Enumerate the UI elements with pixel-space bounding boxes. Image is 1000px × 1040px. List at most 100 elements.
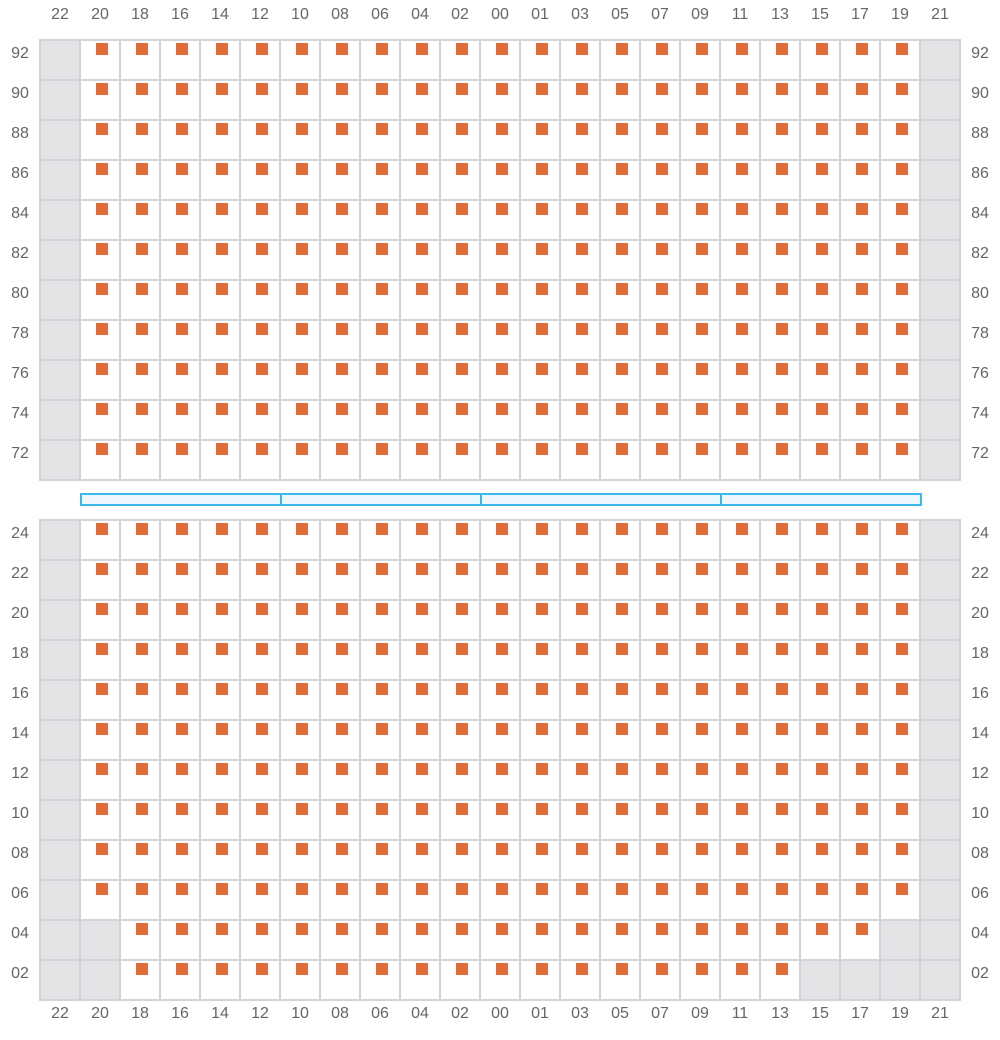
seat-marker[interactable] bbox=[136, 603, 148, 615]
seat-marker[interactable] bbox=[376, 723, 388, 735]
seat-marker[interactable] bbox=[736, 323, 748, 335]
seat-cell[interactable] bbox=[680, 960, 720, 1000]
seat-cell[interactable] bbox=[520, 560, 560, 600]
seat-marker[interactable] bbox=[176, 403, 188, 415]
seat-cell[interactable] bbox=[520, 640, 560, 680]
seat-cell[interactable] bbox=[560, 800, 600, 840]
seat-cell[interactable] bbox=[640, 40, 680, 80]
seat-cell[interactable] bbox=[840, 880, 880, 920]
seat-marker[interactable] bbox=[496, 403, 508, 415]
seat-cell[interactable] bbox=[160, 320, 200, 360]
seat-cell[interactable] bbox=[560, 560, 600, 600]
seat-cell[interactable] bbox=[680, 80, 720, 120]
seat-cell[interactable] bbox=[200, 360, 240, 400]
seat-marker[interactable] bbox=[496, 43, 508, 55]
seat-cell[interactable] bbox=[120, 280, 160, 320]
seat-cell[interactable] bbox=[160, 720, 200, 760]
seat-marker[interactable] bbox=[656, 603, 668, 615]
seat-cell[interactable] bbox=[760, 600, 800, 640]
seat-marker[interactable] bbox=[296, 83, 308, 95]
seat-cell[interactable] bbox=[320, 440, 360, 480]
seat-marker[interactable] bbox=[336, 883, 348, 895]
seat-marker[interactable] bbox=[576, 803, 588, 815]
seat-cell[interactable] bbox=[720, 840, 760, 880]
seat-cell[interactable] bbox=[440, 600, 480, 640]
seat-cell[interactable] bbox=[640, 280, 680, 320]
seat-marker[interactable] bbox=[776, 163, 788, 175]
seat-cell[interactable] bbox=[600, 640, 640, 680]
seat-marker[interactable] bbox=[736, 603, 748, 615]
seat-marker[interactable] bbox=[696, 763, 708, 775]
seat-cell[interactable] bbox=[680, 640, 720, 680]
seat-cell[interactable] bbox=[440, 280, 480, 320]
seat-cell[interactable] bbox=[320, 120, 360, 160]
seat-cell[interactable] bbox=[360, 680, 400, 720]
seat-marker[interactable] bbox=[896, 283, 908, 295]
seat-cell[interactable] bbox=[560, 760, 600, 800]
seat-marker[interactable] bbox=[656, 883, 668, 895]
seat-marker[interactable] bbox=[816, 243, 828, 255]
seat-cell[interactable] bbox=[280, 40, 320, 80]
seat-cell[interactable] bbox=[800, 680, 840, 720]
seat-marker[interactable] bbox=[216, 603, 228, 615]
seat-cell[interactable] bbox=[320, 760, 360, 800]
seat-marker[interactable] bbox=[456, 363, 468, 375]
seat-marker[interactable] bbox=[856, 923, 868, 935]
seat-marker[interactable] bbox=[216, 803, 228, 815]
seat-marker[interactable] bbox=[856, 443, 868, 455]
seat-marker[interactable] bbox=[576, 163, 588, 175]
seat-cell[interactable] bbox=[800, 840, 840, 880]
seat-marker[interactable] bbox=[176, 323, 188, 335]
seat-cell[interactable] bbox=[160, 120, 200, 160]
seat-cell[interactable] bbox=[600, 520, 640, 560]
seat-marker[interactable] bbox=[136, 803, 148, 815]
seat-marker[interactable] bbox=[536, 603, 548, 615]
seat-marker[interactable] bbox=[736, 563, 748, 575]
seat-marker[interactable] bbox=[496, 923, 508, 935]
seat-marker[interactable] bbox=[736, 203, 748, 215]
seat-marker[interactable] bbox=[576, 723, 588, 735]
seat-marker[interactable] bbox=[256, 563, 268, 575]
seat-marker[interactable] bbox=[336, 763, 348, 775]
seat-marker[interactable] bbox=[616, 723, 628, 735]
seat-cell[interactable] bbox=[600, 680, 640, 720]
seat-cell[interactable] bbox=[720, 520, 760, 560]
seat-cell[interactable] bbox=[760, 360, 800, 400]
seat-marker[interactable] bbox=[416, 243, 428, 255]
seat-cell[interactable] bbox=[200, 800, 240, 840]
seat-marker[interactable] bbox=[496, 563, 508, 575]
seat-cell[interactable] bbox=[840, 920, 880, 960]
seat-marker[interactable] bbox=[736, 83, 748, 95]
seat-cell[interactable] bbox=[520, 240, 560, 280]
seat-marker[interactable] bbox=[256, 963, 268, 975]
seat-cell[interactable] bbox=[400, 960, 440, 1000]
seat-marker[interactable] bbox=[776, 763, 788, 775]
seat-cell[interactable] bbox=[840, 560, 880, 600]
seat-cell[interactable] bbox=[800, 280, 840, 320]
seat-cell[interactable] bbox=[680, 600, 720, 640]
seat-marker[interactable] bbox=[616, 163, 628, 175]
seat-marker[interactable] bbox=[456, 163, 468, 175]
seat-marker[interactable] bbox=[136, 883, 148, 895]
seat-cell[interactable] bbox=[680, 200, 720, 240]
seat-marker[interactable] bbox=[856, 883, 868, 895]
seat-cell[interactable] bbox=[680, 840, 720, 880]
seat-cell[interactable] bbox=[800, 600, 840, 640]
seat-marker[interactable] bbox=[856, 523, 868, 535]
seat-marker[interactable] bbox=[136, 523, 148, 535]
seat-cell[interactable] bbox=[600, 160, 640, 200]
seat-cell[interactable] bbox=[400, 720, 440, 760]
seat-marker[interactable] bbox=[576, 603, 588, 615]
seat-cell[interactable] bbox=[280, 400, 320, 440]
seat-marker[interactable] bbox=[256, 763, 268, 775]
seat-marker[interactable] bbox=[816, 403, 828, 415]
seat-cell[interactable] bbox=[440, 520, 480, 560]
seat-cell[interactable] bbox=[320, 800, 360, 840]
seat-marker[interactable] bbox=[416, 403, 428, 415]
seat-cell[interactable] bbox=[440, 360, 480, 400]
seat-cell[interactable] bbox=[400, 840, 440, 880]
seat-marker[interactable] bbox=[896, 163, 908, 175]
seat-cell[interactable] bbox=[680, 680, 720, 720]
seat-cell[interactable] bbox=[600, 240, 640, 280]
seat-marker[interactable] bbox=[816, 523, 828, 535]
